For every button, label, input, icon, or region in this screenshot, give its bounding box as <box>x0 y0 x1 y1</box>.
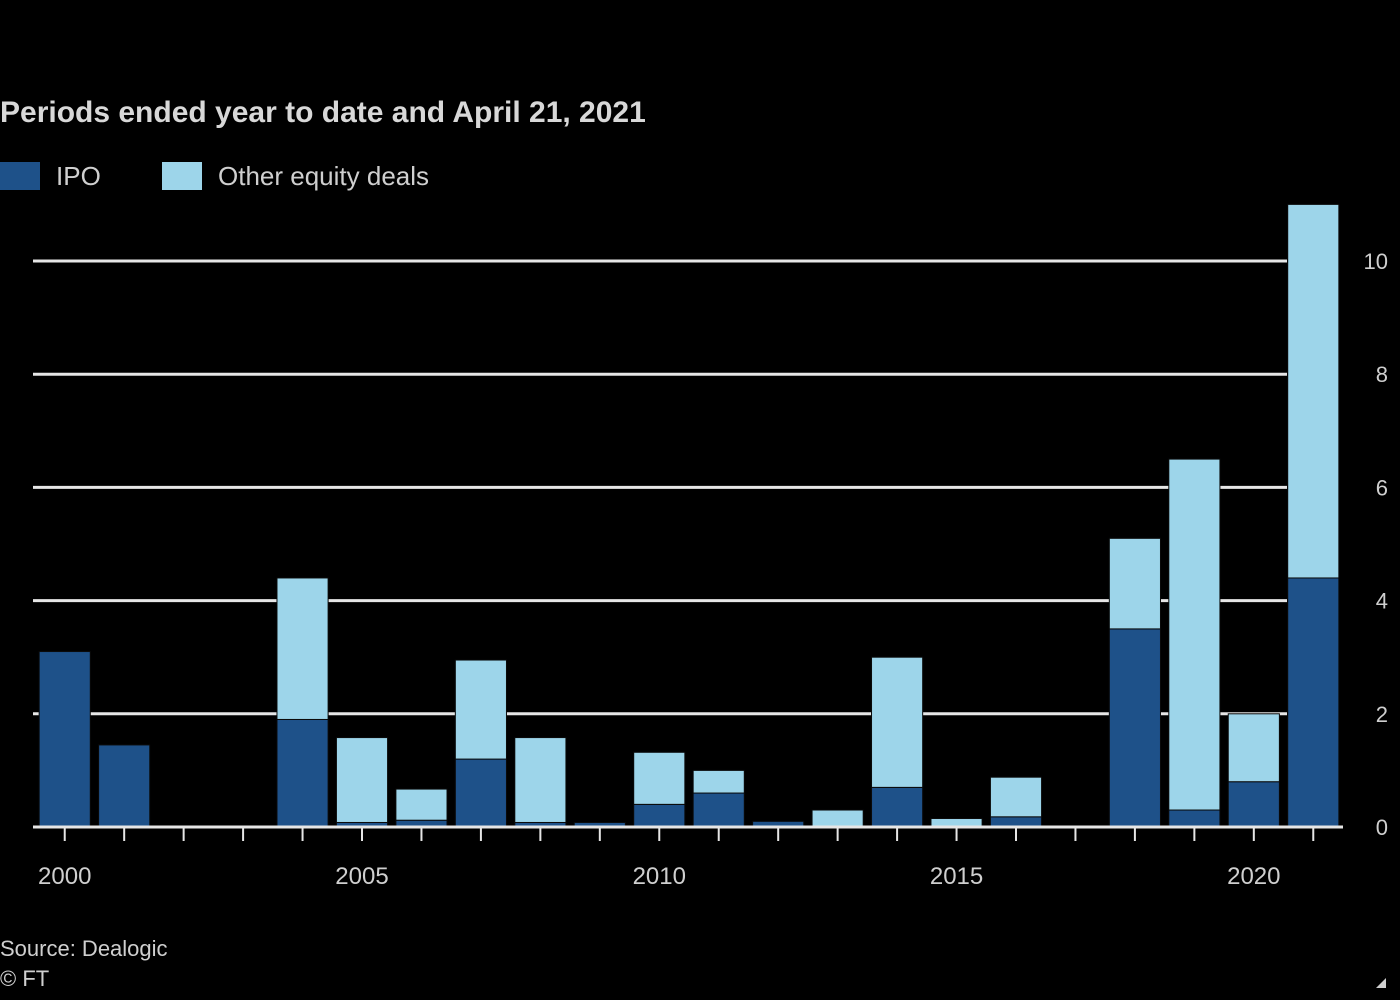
y-tick-label: 10 <box>1364 249 1388 274</box>
bar-other-equity <box>335 737 389 823</box>
bar-other-equity <box>811 809 864 828</box>
chart-title: Periods ended year to date and April 21,… <box>0 96 646 129</box>
legend-item-ipo: IPO <box>0 161 101 191</box>
y-tick-label: 2 <box>1376 702 1388 727</box>
corner-mark-icon <box>1376 978 1386 988</box>
bar-other-equity <box>633 751 686 805</box>
bar-other-equity <box>395 788 448 821</box>
legend: IPO Other equity deals <box>0 161 700 191</box>
x-tick-label: 2020 <box>1227 863 1280 890</box>
y-tick-label: 8 <box>1376 362 1388 387</box>
bar-other-equity <box>1287 203 1340 579</box>
bar-ipo <box>1168 809 1221 828</box>
bar-ipo <box>633 803 686 828</box>
bar-other-equity <box>1227 713 1280 783</box>
bar-other-equity <box>514 737 567 823</box>
bar-ipo <box>1108 628 1161 828</box>
bar-ipo <box>871 786 924 828</box>
bar-ipo <box>989 816 1043 828</box>
y-tick-label: 4 <box>1376 589 1388 614</box>
bar-ipo <box>454 758 507 828</box>
bar-ipo <box>98 744 151 828</box>
bar-ipo <box>1287 577 1340 828</box>
source-note: Source: Dealogic <box>0 936 168 961</box>
legend-swatch-other-equity <box>162 162 202 190</box>
x-tick-label: 2000 <box>38 863 91 890</box>
bar-ipo <box>276 718 329 828</box>
legend-swatch-ipo <box>0 162 40 190</box>
bar-ipo <box>692 792 745 828</box>
bar-other-equity <box>871 656 924 788</box>
bar-other-equity <box>692 769 745 794</box>
legend-label-other-equity: Other equity deals <box>218 160 430 191</box>
legend-item-other-equity: Other equity deals <box>162 161 429 191</box>
bar-other-equity <box>276 577 329 720</box>
bar-ipo <box>1227 781 1280 828</box>
y-tick-label: 6 <box>1376 475 1388 500</box>
x-tick-label: 2010 <box>633 863 686 890</box>
x-tick-label: 2005 <box>335 863 388 890</box>
bar-other-equity <box>1108 537 1161 630</box>
bar-other-equity <box>1168 458 1221 811</box>
credit-note: © FT <box>0 966 50 991</box>
x-tick-label: 2015 <box>930 863 983 890</box>
bar-ipo <box>38 651 91 828</box>
bar-other-equity <box>989 776 1043 818</box>
bar-other-equity <box>454 659 507 760</box>
legend-label-ipo: IPO <box>56 160 101 191</box>
y-tick-label: 0 <box>1376 815 1388 840</box>
